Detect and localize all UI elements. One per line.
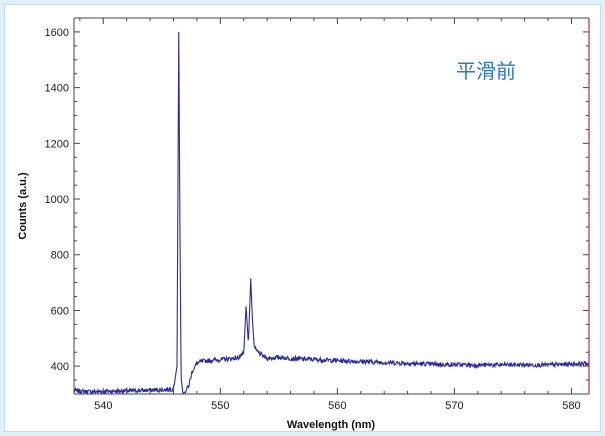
tick-labels: 540 550 560 570 580 400 600 800 1000 1200 1400 1600	[45, 27, 581, 412]
spectrum-series-line	[73, 31, 590, 396]
x-axis-title: Wavelength (nm)	[287, 419, 376, 431]
x-tick-label: 550	[211, 400, 229, 412]
x-tick-label: 540	[94, 400, 112, 412]
plot-background	[74, 18, 589, 394]
y-axis-title: Counts (a.u.)	[17, 172, 29, 240]
y-tick-label: 600	[51, 305, 69, 317]
x-tick-label: 580	[562, 400, 580, 412]
y-tick-label: 1600	[45, 27, 69, 39]
y-tick-label: 800	[51, 250, 69, 262]
x-tick-label: 570	[445, 400, 463, 412]
chart-annotation: 平滑前	[456, 59, 516, 83]
y-tick-label: 1200	[45, 138, 69, 150]
y-tick-label: 1000	[45, 194, 69, 206]
y-tick-label: 400	[51, 361, 69, 373]
y-tick-label: 1400	[45, 83, 69, 95]
x-tick-label: 560	[328, 400, 346, 412]
